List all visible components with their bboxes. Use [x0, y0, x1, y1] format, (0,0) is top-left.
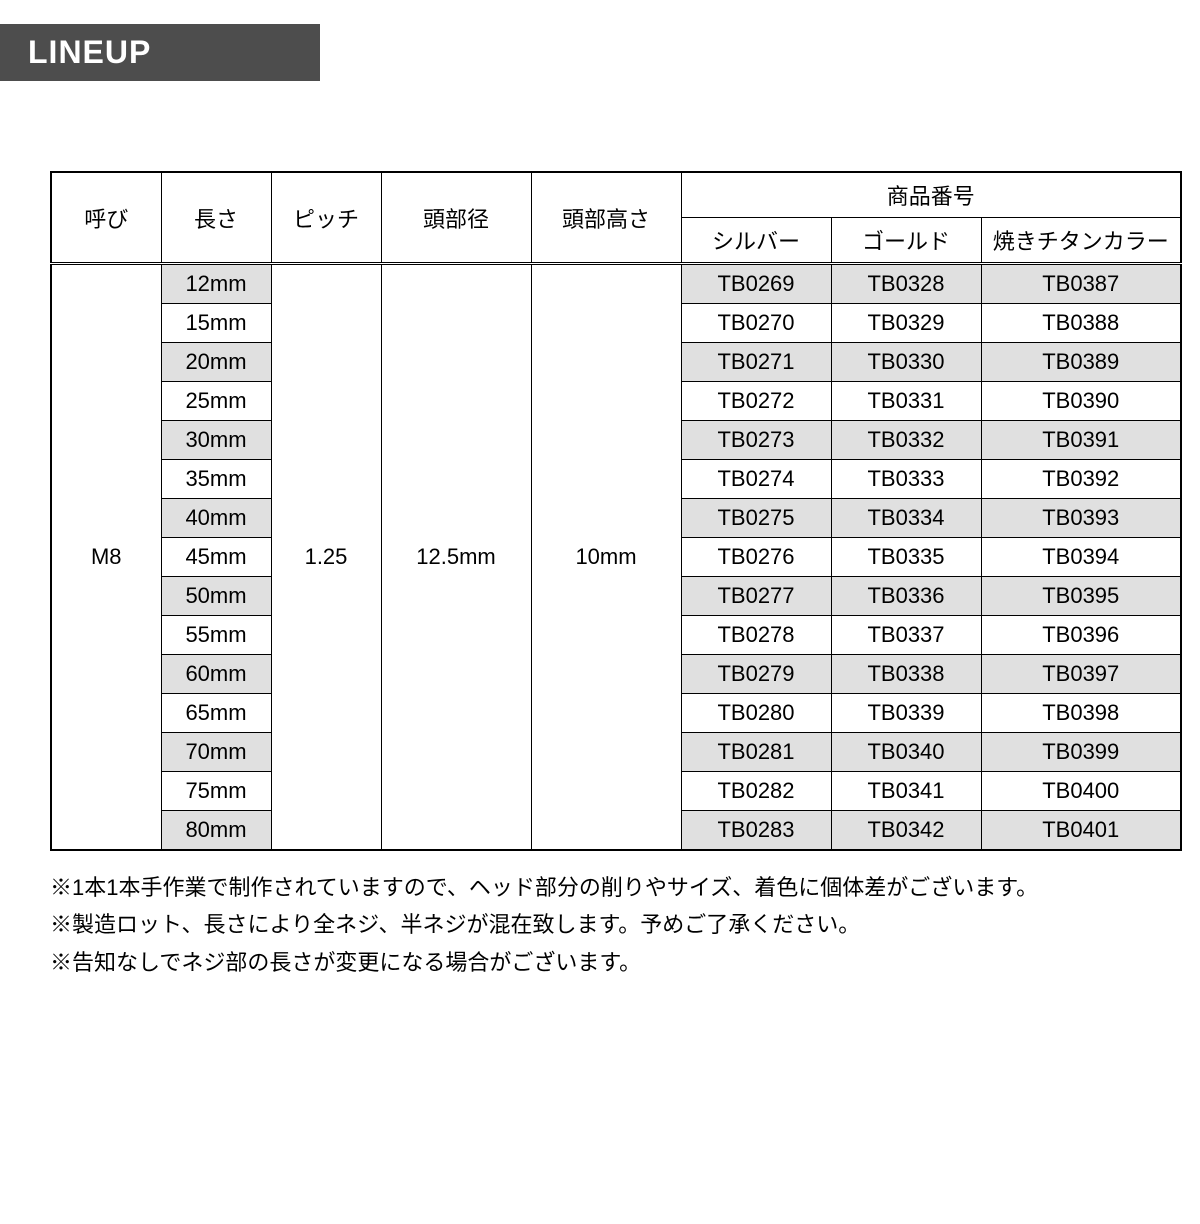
th-yobi: 呼び	[51, 172, 161, 264]
cell-partno: TB0395	[981, 577, 1181, 616]
cell-partno: TB0336	[831, 577, 981, 616]
cell-head_h: 10mm	[531, 264, 681, 851]
cell-length: 40mm	[161, 499, 271, 538]
lineup-table-wrap: 呼び 長さ ピッチ 頭部径 頭部高さ 商品番号 シルバー ゴールド 焼きチタンカ…	[50, 171, 1150, 851]
cell-partno: TB0400	[981, 772, 1181, 811]
th-pitch: ピッチ	[271, 172, 381, 264]
cell-partno: TB0396	[981, 616, 1181, 655]
cell-partno: TB0278	[681, 616, 831, 655]
cell-length: 55mm	[161, 616, 271, 655]
cell-partno: TB0398	[981, 694, 1181, 733]
cell-length: 15mm	[161, 304, 271, 343]
cell-partno: TB0283	[681, 811, 831, 851]
cell-partno: TB0337	[831, 616, 981, 655]
cell-length: 70mm	[161, 733, 271, 772]
cell-partno: TB0279	[681, 655, 831, 694]
section-header: LINEUP	[0, 24, 320, 81]
th-head-dia: 頭部径	[381, 172, 531, 264]
cell-partno: TB0328	[831, 264, 981, 304]
cell-partno: TB0330	[831, 343, 981, 382]
cell-partno: TB0391	[981, 421, 1181, 460]
cell-length: 75mm	[161, 772, 271, 811]
cell-partno: TB0340	[831, 733, 981, 772]
cell-length: 60mm	[161, 655, 271, 694]
notes: ※1本1本手作業で制作されていますので、ヘッド部分の削りやサイズ、着色に個体差が…	[50, 869, 1150, 981]
section-title: LINEUP	[28, 34, 151, 70]
cell-pitch: 1.25	[271, 264, 381, 851]
cell-partno: TB0338	[831, 655, 981, 694]
cell-partno: TB0388	[981, 304, 1181, 343]
cell-partno: TB0394	[981, 538, 1181, 577]
cell-length: 30mm	[161, 421, 271, 460]
cell-length: 20mm	[161, 343, 271, 382]
cell-partno: TB0401	[981, 811, 1181, 851]
cell-partno: TB0393	[981, 499, 1181, 538]
cell-partno: TB0329	[831, 304, 981, 343]
cell-partno: TB0270	[681, 304, 831, 343]
cell-partno: TB0274	[681, 460, 831, 499]
cell-partno: TB0389	[981, 343, 1181, 382]
th-burnt: 焼きチタンカラー	[981, 218, 1181, 264]
cell-partno: TB0341	[831, 772, 981, 811]
table-row: M812mm1.2512.5mm10mmTB0269TB0328TB0387	[51, 264, 1181, 304]
cell-partno: TB0397	[981, 655, 1181, 694]
th-silver: シルバー	[681, 218, 831, 264]
th-length: 長さ	[161, 172, 271, 264]
cell-yobi: M8	[51, 264, 161, 851]
th-gold: ゴールド	[831, 218, 981, 264]
th-head-h: 頭部高さ	[531, 172, 681, 264]
cell-partno: TB0331	[831, 382, 981, 421]
cell-length: 80mm	[161, 811, 271, 851]
cell-partno: TB0275	[681, 499, 831, 538]
cell-partno: TB0392	[981, 460, 1181, 499]
note-line: ※告知なしでネジ部の長さが変更になる場合がございます。	[50, 944, 1150, 981]
cell-length: 12mm	[161, 264, 271, 304]
cell-length: 35mm	[161, 460, 271, 499]
cell-partno: TB0272	[681, 382, 831, 421]
cell-partno: TB0269	[681, 264, 831, 304]
cell-partno: TB0335	[831, 538, 981, 577]
cell-partno: TB0281	[681, 733, 831, 772]
cell-partno: TB0282	[681, 772, 831, 811]
lineup-table: 呼び 長さ ピッチ 頭部径 頭部高さ 商品番号 シルバー ゴールド 焼きチタンカ…	[50, 171, 1182, 851]
cell-length: 25mm	[161, 382, 271, 421]
cell-partno: TB0387	[981, 264, 1181, 304]
cell-partno: TB0280	[681, 694, 831, 733]
cell-partno: TB0273	[681, 421, 831, 460]
cell-partno: TB0334	[831, 499, 981, 538]
cell-head_dia: 12.5mm	[381, 264, 531, 851]
cell-partno: TB0339	[831, 694, 981, 733]
cell-partno: TB0399	[981, 733, 1181, 772]
cell-length: 45mm	[161, 538, 271, 577]
cell-partno: TB0332	[831, 421, 981, 460]
th-partno-group: 商品番号	[681, 172, 1181, 218]
note-line: ※製造ロット、長さにより全ネジ、半ネジが混在致します。予めご了承ください。	[50, 906, 1150, 943]
cell-partno: TB0276	[681, 538, 831, 577]
cell-length: 65mm	[161, 694, 271, 733]
cell-partno: TB0271	[681, 343, 831, 382]
cell-partno: TB0277	[681, 577, 831, 616]
cell-partno: TB0333	[831, 460, 981, 499]
cell-partno: TB0342	[831, 811, 981, 851]
cell-length: 50mm	[161, 577, 271, 616]
note-line: ※1本1本手作業で制作されていますので、ヘッド部分の削りやサイズ、着色に個体差が…	[50, 869, 1150, 906]
cell-partno: TB0390	[981, 382, 1181, 421]
